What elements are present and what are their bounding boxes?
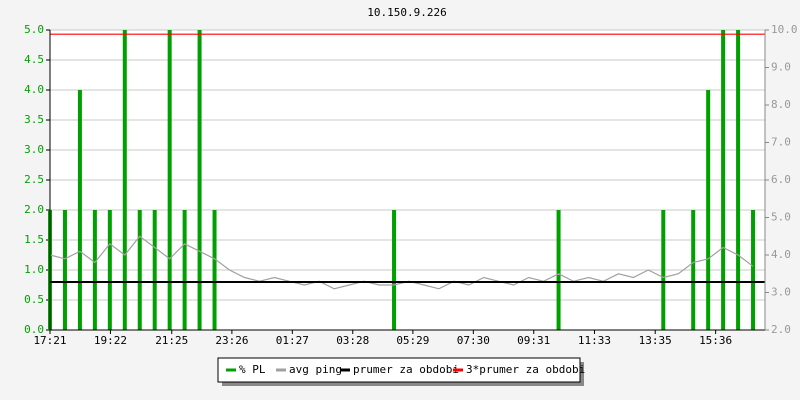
x-tick-label: 11:33 [578,334,611,347]
pl-bar [167,30,172,330]
y-tick-label: 2.0 [24,203,44,216]
x-tick-label: 09:31 [517,334,550,347]
pl-bar [721,30,726,330]
pl-bar [92,210,97,330]
x-tick-label: 23:26 [215,334,248,347]
x-tick-label: 07:30 [457,334,490,347]
ping-line [49,235,754,290]
pl-bar [62,210,67,330]
y-tick-label: 3.5 [24,113,44,126]
y-tick-label: 0.5 [24,293,44,306]
legend-label: prumer za obdobi [353,363,459,376]
pl-bar [751,210,756,330]
pl-bar [152,210,157,330]
x-tick-label: 03:28 [336,334,369,347]
x-tick-label: 19:22 [94,334,127,347]
legend-box [217,357,581,383]
legend-label: 3*prumer za obdobi [466,363,585,376]
y2-tick-label: 3.0 [771,286,791,299]
legend-label: avg ping [289,363,342,376]
y2-tick-label: 4.0 [771,248,791,261]
y2-tick-label: 6.0 [771,173,791,186]
pl-bar [77,90,82,330]
pl-bar [107,210,112,330]
y-tick-label: 2.5 [24,173,44,186]
y-tick-label: 1.5 [24,233,44,246]
y-tick-label: 0.0 [24,323,44,336]
x-tick-label: 21:25 [155,334,188,347]
legend-label: % PL [239,363,266,376]
pl-bar [137,210,142,330]
y-tick-label: 1.0 [24,263,44,276]
pl-bar [706,90,711,330]
y-tick-label: 3.0 [24,143,44,156]
pl-bar [212,210,217,330]
x-tick-label: 15:36 [699,334,732,347]
pl-bar [556,210,561,330]
pl-bar [691,210,696,330]
y2-tick-label: 7.0 [771,136,791,149]
chart-title: 10.150.9.226 [367,6,446,19]
y2-tick-label: 9.0 [771,61,791,74]
pl-bar [197,30,202,330]
y2-tick-label: 5.0 [771,211,791,224]
pl-bar [122,30,127,330]
x-tick-label: 13:35 [639,334,672,347]
pl-bar [736,30,741,330]
y-tick-label: 4.5 [24,53,44,66]
y-tick-label: 4.0 [24,83,44,96]
pl-bar [392,210,397,330]
x-tick-label: 05:29 [396,334,429,347]
pl-bar [182,210,187,330]
y-tick-label: 5.0 [24,23,44,36]
y2-tick-label: 8.0 [771,98,791,111]
x-tick-label: 17:21 [33,334,66,347]
pl-bar [661,210,666,330]
y2-tick-label: 10.0 [771,23,798,36]
x-tick-label: 01:27 [276,334,309,347]
y2-tick-label: 2.0 [771,323,791,336]
